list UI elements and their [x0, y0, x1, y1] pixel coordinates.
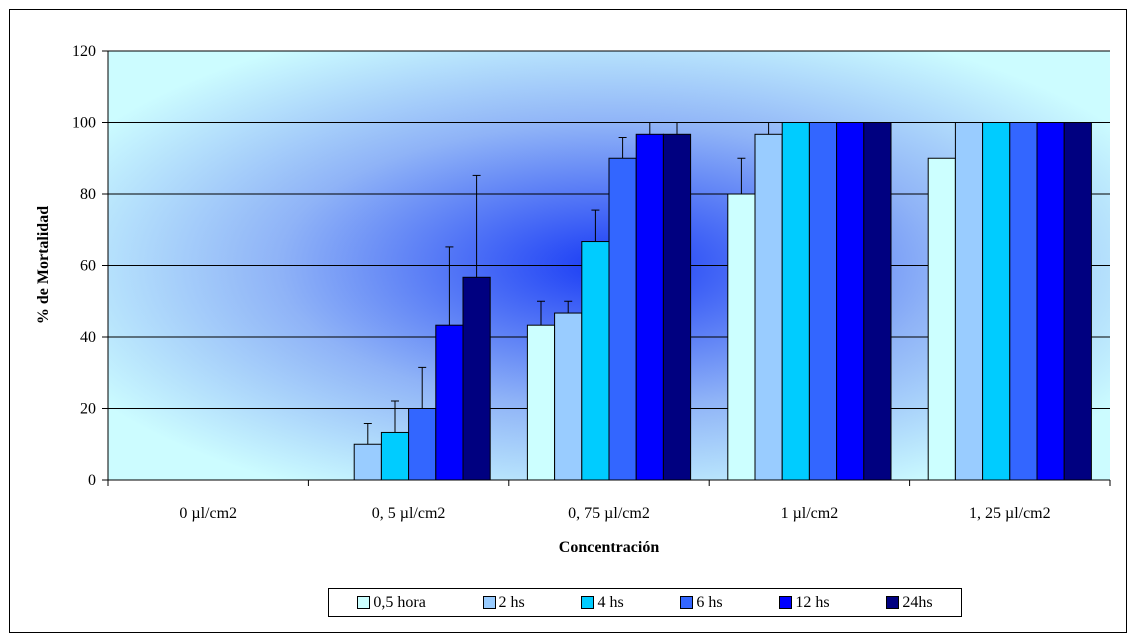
legend-label: 12 hs	[795, 593, 830, 611]
legend-swatch	[581, 596, 595, 609]
y-tick-label: 40	[80, 329, 96, 346]
legend-label: 2 hs	[498, 593, 525, 611]
bar	[1036, 122, 1065, 481]
legend-label: 4 hs	[597, 593, 624, 611]
legend-swatch	[482, 596, 496, 609]
bar	[380, 431, 410, 481]
x-tick-label: 0 µl/cm2	[179, 505, 237, 522]
legend-item: 6 hs	[680, 593, 723, 612]
bar	[1063, 122, 1092, 481]
bar	[462, 276, 491, 481]
bar	[581, 241, 610, 481]
legend-label: 0,5 hora	[373, 593, 426, 611]
legend-label: 6 hs	[696, 593, 723, 611]
bar	[435, 324, 464, 481]
bar	[554, 312, 583, 481]
y-tick-label: 60	[80, 258, 96, 275]
legend-swatch	[886, 596, 900, 609]
bar	[727, 193, 756, 481]
bar	[408, 408, 437, 481]
y-tick-label: 20	[80, 401, 96, 418]
x-tick-label: 1 µl/cm2	[781, 505, 839, 522]
legend-item: 2 hs	[482, 593, 525, 612]
x-axis-label: Concentración	[559, 539, 660, 556]
bar	[662, 133, 692, 481]
x-tick-label: 0, 5 µl/cm2	[372, 505, 446, 522]
bar-series	[353, 122, 1092, 481]
legend-swatch	[779, 596, 793, 609]
x-tick-label: 0, 75 µl/cm2	[568, 505, 650, 522]
bar	[754, 133, 783, 481]
bar	[927, 157, 956, 481]
legend: 0,5 hora 2 hs 4 hs 6 hs 12 hs 24hs	[328, 588, 962, 617]
bar	[982, 122, 1011, 481]
bar	[781, 122, 810, 481]
legend-item: 12 hs	[779, 593, 830, 612]
y-axis-label: % de Mortalidad	[35, 206, 52, 324]
legend-swatch	[357, 596, 371, 609]
y-tick-label: 100	[72, 115, 96, 132]
bar	[836, 122, 865, 481]
y-tick-labels: 0 20 40 60 80 100 120	[72, 43, 108, 489]
bar	[1009, 122, 1038, 481]
bar	[635, 133, 664, 481]
legend-swatch	[680, 596, 694, 609]
bar	[808, 122, 838, 481]
y-tick-label: 120	[72, 43, 96, 60]
bar	[353, 443, 382, 481]
legend-item: 0,5 hora	[357, 593, 426, 612]
y-tick-label: 0	[88, 472, 96, 489]
bar	[954, 122, 984, 481]
x-tick-label: 1, 25 µl/cm2	[969, 505, 1051, 522]
bar	[526, 324, 556, 481]
y-tick-label: 80	[80, 186, 96, 203]
error-bars	[363, 122, 773, 445]
bar	[863, 122, 892, 481]
x-tick-labels: 0 µl/cm2 0, 5 µl/cm2 0, 75 µl/cm2 1 µl/cm2 1…	[107, 480, 1111, 522]
legend-label: 24hs	[902, 593, 933, 611]
legend-item: 4 hs	[581, 593, 624, 612]
bar	[608, 157, 637, 481]
legend-item: 24hs	[886, 593, 933, 612]
